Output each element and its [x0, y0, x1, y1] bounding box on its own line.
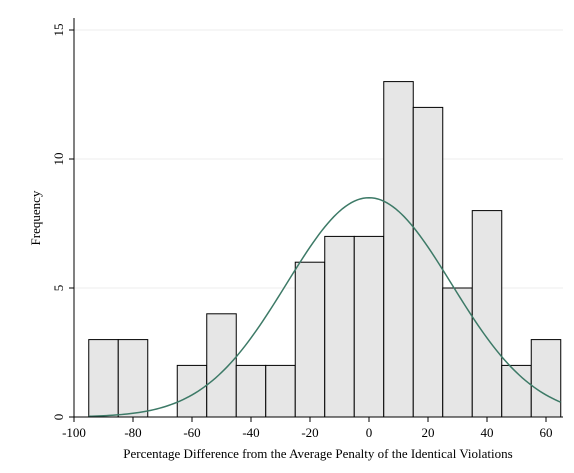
x-tick-label--60: -60 — [183, 425, 200, 440]
histogram-bar-1 — [117, 339, 149, 418]
histogram-bar-0 — [88, 339, 119, 418]
x-tick-label--80: -80 — [124, 425, 141, 440]
histogram-bar-8 — [353, 235, 385, 418]
y-axis-title: Frequency — [28, 190, 43, 245]
histogram-bar-5 — [265, 364, 296, 418]
y-tick-label-10: 10 — [51, 153, 66, 166]
y-tick-label-5: 5 — [51, 285, 66, 292]
histogram-bar-13 — [501, 364, 532, 418]
x-tick-label-40: 40 — [481, 425, 494, 440]
histogram-bar-2 — [176, 364, 208, 418]
histogram-bar-6 — [294, 261, 326, 418]
x-tick-label--20: -20 — [301, 425, 318, 440]
histogram-bar-7 — [324, 235, 355, 418]
histogram-bar-14 — [530, 339, 562, 418]
x-tick-label--40: -40 — [242, 425, 259, 440]
x-tick-label-0: 0 — [366, 425, 373, 440]
curve-layer — [88, 196, 562, 418]
normal-density-curve — [88, 196, 562, 418]
y-tick-label-15: 15 — [51, 24, 66, 37]
histogram-bar-11 — [442, 287, 473, 418]
histogram-bar-4 — [235, 364, 267, 418]
x-tick-label-20: 20 — [422, 425, 435, 440]
bar-layer — [88, 81, 562, 418]
histogram-bar-9 — [383, 81, 414, 418]
x-tick-label--100: -100 — [62, 425, 86, 440]
axis-layer: 0 5 10 15 -100 -80 -60 -40 -20 0 20 40 60 — [51, 18, 563, 440]
x-tick-label-60: 60 — [540, 425, 553, 440]
histogram-bar-3 — [206, 313, 237, 418]
x-axis-title: Percentage Difference from the Average P… — [123, 446, 512, 461]
y-tick-label-0: 0 — [51, 414, 66, 421]
histogram-bar-12 — [471, 210, 503, 418]
